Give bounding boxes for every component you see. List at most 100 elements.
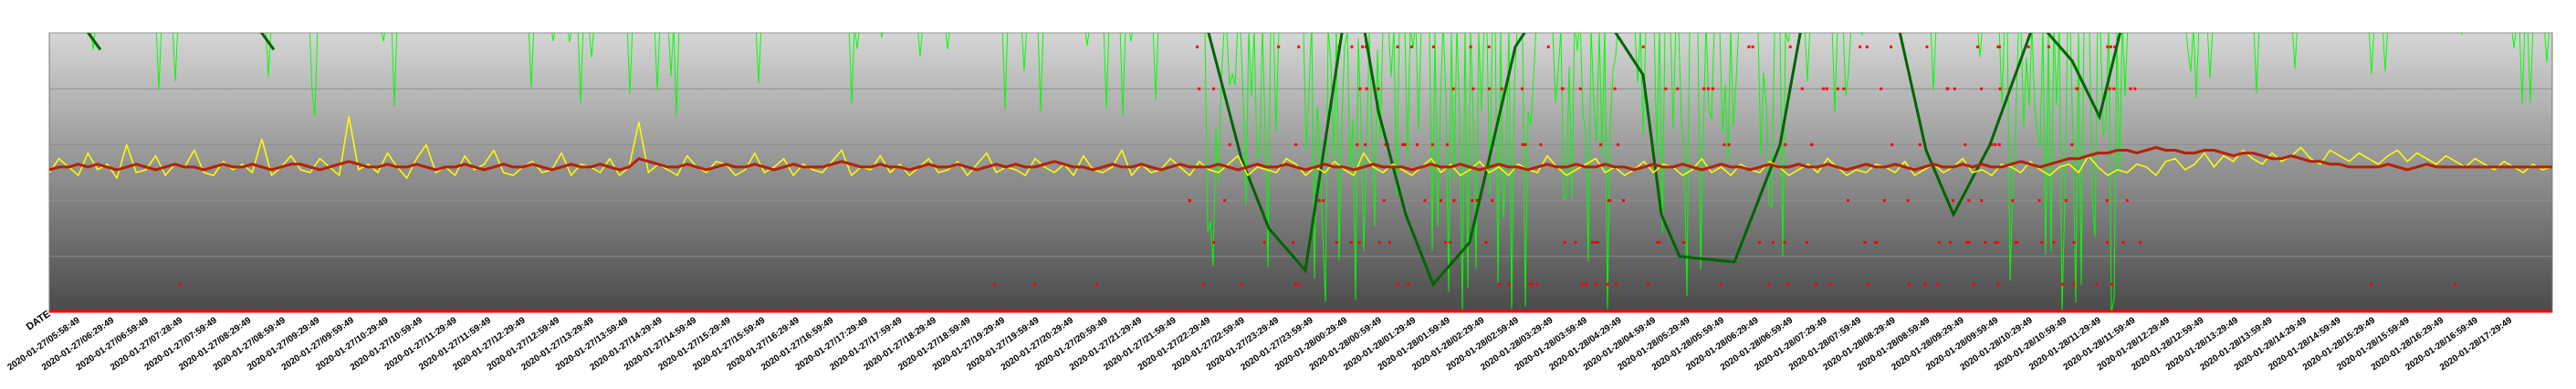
event-marker — [1382, 199, 1386, 203]
event-marker — [1758, 241, 1762, 244]
event-marker — [1936, 282, 1939, 286]
event-marker — [1965, 241, 1968, 244]
event-marker — [1449, 241, 1451, 244]
series-line — [86, 33, 102, 51]
event-marker — [2095, 282, 2099, 286]
event-marker — [1995, 241, 1999, 244]
series-smoothed — [49, 146, 2552, 172]
event-marker — [1946, 87, 1950, 90]
event-marker — [1890, 142, 1894, 146]
event-marker — [1488, 87, 1492, 90]
event-marker — [1580, 282, 1584, 286]
event-marker — [1595, 282, 1598, 286]
event-marker — [1641, 45, 1645, 48]
event-marker — [1784, 142, 1787, 146]
event-marker — [1923, 282, 1927, 286]
event-marker — [1409, 45, 1413, 48]
event-marker — [1198, 87, 1201, 90]
event-marker — [1594, 241, 1597, 244]
event-marker — [2112, 87, 2116, 90]
event-marker — [2052, 241, 2056, 244]
event-marker — [1396, 45, 1399, 48]
event-marker — [2105, 241, 2109, 244]
event-marker — [2125, 199, 2129, 203]
event-marker — [1524, 142, 1527, 146]
event-marker — [1475, 199, 1479, 203]
event-marker — [1866, 282, 1869, 286]
event-marker — [1908, 282, 1911, 286]
event-marker — [1883, 199, 1886, 203]
event-marker — [1702, 87, 1706, 90]
event-marker — [1963, 142, 1967, 146]
event-marker — [1451, 87, 1455, 90]
event-marker — [1994, 142, 1997, 146]
event-marker — [1800, 87, 1804, 90]
event-marker — [1656, 241, 1660, 244]
event-marker — [2139, 241, 2142, 244]
event-marker — [1984, 241, 1987, 244]
event-marker — [1294, 282, 1298, 286]
event-marker — [1788, 45, 1792, 48]
event-marker — [2037, 199, 2041, 203]
event-marker — [2047, 45, 2050, 48]
event-marker — [1996, 282, 2000, 286]
event-marker — [2061, 282, 2065, 286]
event-marker — [2370, 282, 2372, 286]
event-marker — [1822, 87, 1826, 90]
event-marker — [1996, 45, 2000, 48]
event-marker — [2105, 199, 2109, 203]
event-marker — [1440, 199, 1442, 203]
event-marker — [2016, 241, 2019, 244]
event-marker — [2108, 87, 2111, 90]
event-marker — [1387, 241, 1391, 244]
x-tick-labels: 2020-01-27/05:58:492020-01-27/06:29:4920… — [5, 315, 2514, 373]
event-marker — [1997, 142, 2001, 146]
event-marker — [2109, 45, 2112, 48]
event-marker — [1212, 87, 1215, 90]
event-marker — [1507, 282, 1511, 286]
event-marker — [1294, 142, 1298, 146]
event-marker — [1349, 241, 1353, 244]
event-marker — [1297, 45, 1301, 48]
event-marker — [1471, 199, 1474, 203]
event-marker — [1863, 241, 1867, 244]
x-axis-label: DATE — [25, 309, 53, 333]
event-marker — [1033, 282, 1036, 286]
event-marker — [1616, 142, 1619, 146]
event-marker — [1423, 199, 1427, 203]
event-marker — [1444, 241, 1448, 244]
event-marker — [1865, 45, 1869, 48]
event-marker — [1599, 142, 1603, 146]
event-marker — [1874, 241, 1878, 244]
event-marker — [1396, 282, 1399, 286]
event-marker — [1937, 241, 1941, 244]
event-marker — [1365, 87, 1368, 90]
event-marker — [1785, 282, 1789, 286]
event-marker — [2040, 241, 2044, 244]
event-marker — [1925, 45, 1929, 48]
event-marker — [1980, 87, 1984, 90]
event-marker — [1994, 241, 1997, 244]
event-marker — [2014, 241, 2017, 244]
event-marker — [1471, 87, 1475, 90]
event-marker — [1967, 199, 1971, 203]
event-marker — [1430, 142, 1434, 146]
event-marker — [1825, 87, 1828, 90]
event-marker — [1497, 282, 1501, 286]
event-marker — [1401, 142, 1405, 146]
event-marker — [993, 282, 996, 286]
event-marker — [1585, 282, 1588, 286]
event-marker — [1292, 241, 1295, 244]
event-marker — [1948, 241, 1952, 244]
event-marker — [2110, 282, 2114, 286]
event-marker — [1317, 199, 1321, 203]
event-marker — [2133, 87, 2137, 90]
event-marker — [1407, 282, 1410, 286]
event-marker — [1607, 199, 1610, 203]
event-marker — [1771, 241, 1775, 244]
event-marker — [1622, 199, 1625, 203]
event-marker — [1521, 87, 1524, 90]
event-marker — [1767, 282, 1771, 286]
event-marker — [2011, 199, 2015, 203]
